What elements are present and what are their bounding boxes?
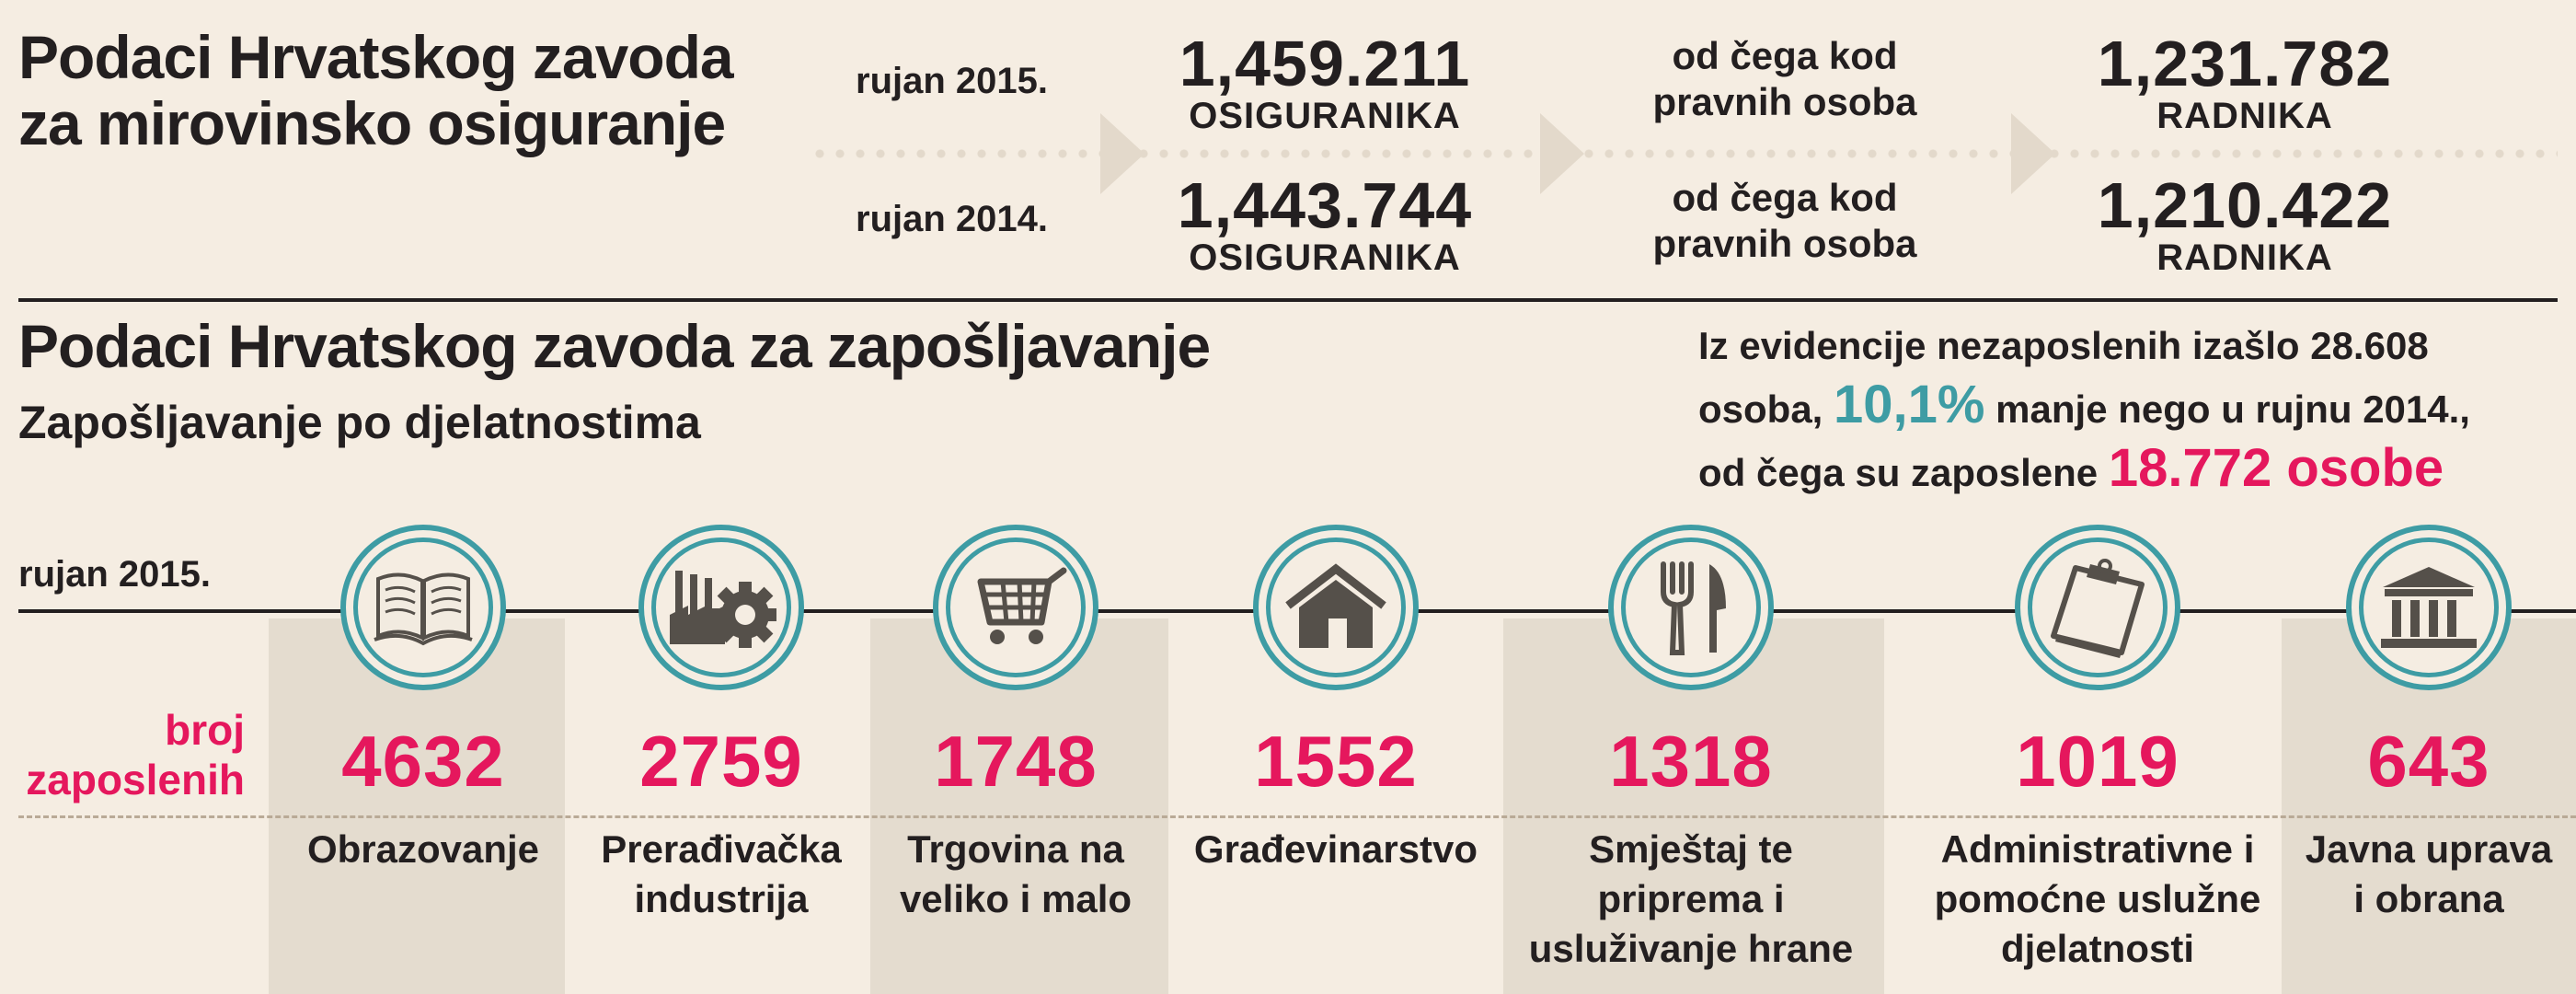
category-label-line: Trgovina na (907, 827, 1124, 871)
pension-title-line1: Podaci Hrvatskog zavoda (18, 23, 734, 91)
house-icon (1266, 537, 1406, 677)
flow-dotted-line (810, 147, 2558, 160)
category-label: Prerađivačka industrija (583, 825, 859, 924)
note-line3-a: od čega su zaposlene (1698, 451, 2109, 494)
row-separator (18, 815, 2576, 818)
category-label: Smještaj te priprema i usluživanje hrane (1502, 825, 1880, 974)
book-icon-badge (340, 525, 506, 690)
workers-2014-value: 1,210.422 (2097, 169, 2393, 241)
category-label: Građevinarstvo (1179, 825, 1492, 874)
workers-2014-unit: RADNIKA (2156, 237, 2333, 278)
factory-gear-icon-badge (638, 525, 804, 690)
category-label: Trgovina na veliko i malo (859, 825, 1172, 924)
shopping-cart-icon-badge (933, 525, 1098, 690)
pension-title-line2: za mirovinsko osiguranje (18, 89, 726, 157)
insured-2015: 1,459.211 OSIGURANIKA (1150, 31, 1500, 137)
chart-period: rujan 2015. (18, 554, 212, 595)
count-label-line2: zaposlenih (26, 756, 245, 803)
fork-knife-icon-badge (1608, 525, 1774, 690)
employment-title: Podaci Hrvatskog zavoda za zapošljavanje (18, 312, 1211, 380)
insured-2014: 1,443.744 OSIGURANIKA (1150, 173, 1500, 279)
legal-entities-2015-line2: pravnih osoba (1652, 80, 1917, 123)
category-count: 1748 (934, 721, 1098, 802)
note-line3: od čega su zaposlene 18.772 osobe (1698, 439, 2563, 503)
category-label-line: Građevinarstvo (1193, 827, 1478, 871)
flow-chevron-2 (1540, 113, 1584, 194)
unemployment-note: Iz evidencije nezaposlenih izašlo 28.608… (1698, 317, 2563, 503)
category-label-line: Javna uprava (2305, 827, 2553, 871)
category-label-line: priprema i (1597, 877, 1785, 920)
category-label-line: djelatnosti (2000, 927, 2195, 970)
category-count: 2759 (639, 721, 803, 802)
note-line1: Iz evidencije nezaposlenih izašlo 28.608 (1698, 324, 2429, 367)
category-count: 4632 (341, 721, 505, 802)
category-label-line: veliko i malo (899, 877, 1133, 920)
category-count: 1318 (1609, 721, 1773, 802)
category-count: 643 (2367, 721, 2490, 802)
period-2014: rujan 2014. (856, 199, 1049, 239)
note-percent: 10,1% (1834, 375, 1985, 434)
category-label-line: pomoćne uslužne (1934, 877, 2261, 920)
insured-2015-value: 1,459.211 (1179, 28, 1471, 99)
category-label: Obrazovanje (267, 825, 580, 874)
count-label-line1: broj (165, 706, 245, 754)
workers-2015-unit: RADNIKA (2156, 96, 2333, 136)
government-building-icon (2359, 537, 2499, 677)
category-label-line: Obrazovanje (306, 827, 540, 871)
workers-2015-value: 1,231.782 (2097, 28, 2393, 99)
section-divider (18, 298, 2558, 302)
clipboard-icon (2028, 537, 2168, 677)
category-label: Javna uprava i obrana (2282, 825, 2576, 924)
count-label: broj zaposlenih (18, 705, 245, 804)
category-label-line: industrija (634, 877, 809, 920)
factory-gear-icon (651, 537, 791, 677)
category-label-line: Smještaj te (1589, 827, 1793, 871)
legal-entities-2015: od čega kod pravnih osoba (1601, 33, 1969, 125)
legal-entities-2015-line1: od čega kod (1672, 34, 1898, 77)
note-line2: osoba, 10,1% manje nego u rujnu 2014., (1698, 376, 2563, 439)
insured-2015-unit: OSIGURANIKA (1189, 96, 1461, 136)
category-label: Administrativne i pomoćne uslužne djelatno… (1895, 825, 2300, 974)
note-employed-count: 18.772 osobe (2108, 438, 2444, 498)
pension-title: Podaci Hrvatskog zavoda za mirovinsko os… (18, 23, 734, 157)
category-count: 1552 (1254, 721, 1418, 802)
flow-chevron-3 (2011, 113, 2055, 194)
period-2015: rujan 2015. (856, 61, 1049, 101)
fork-knife-icon (1621, 537, 1761, 677)
legal-entities-2014-line2: pravnih osoba (1652, 222, 1917, 265)
category-count: 1019 (2016, 721, 2179, 802)
workers-2015: 1,231.782 RADNIKA (2070, 31, 2420, 137)
note-line2-a: osoba, (1698, 387, 1834, 431)
legal-entities-2014-line1: od čega kod (1672, 176, 1898, 219)
category-label-line: Prerađivačka (601, 827, 842, 871)
insured-2014-value: 1,443.744 (1177, 169, 1473, 241)
note-line2-b: manje nego u rujnu 2014., (1984, 387, 2470, 431)
legal-entities-2014: od čega kod pravnih osoba (1601, 175, 1969, 267)
insured-2014-unit: OSIGURANIKA (1189, 237, 1461, 278)
category-label-line: usluživanje hrane (1528, 927, 1854, 970)
workers-2014: 1,210.422 RADNIKA (2070, 173, 2420, 279)
book-icon (353, 537, 493, 677)
employment-subtitle: Zapošljavanje po djelatnostima (18, 397, 701, 448)
flow-chevron-1 (1100, 113, 1144, 194)
shopping-cart-icon (946, 537, 1086, 677)
clipboard-icon-badge (2015, 525, 2180, 690)
government-building-icon-badge (2346, 525, 2512, 690)
category-label-line: i obrana (2353, 877, 2504, 920)
house-icon-badge (1253, 525, 1419, 690)
category-label-line: Administrativne i (1940, 827, 2255, 871)
